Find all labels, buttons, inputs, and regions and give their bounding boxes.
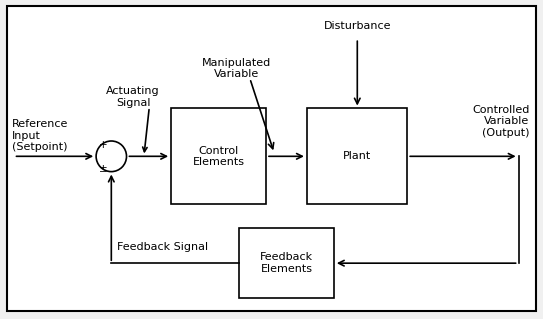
- Text: ±: ±: [99, 164, 108, 174]
- FancyBboxPatch shape: [307, 108, 407, 204]
- Ellipse shape: [96, 141, 127, 172]
- Text: Actuating
Signal: Actuating Signal: [106, 86, 160, 108]
- Text: Manipulated
Variable: Manipulated Variable: [201, 58, 271, 79]
- Text: Controlled
Variable
(Output): Controlled Variable (Output): [472, 105, 529, 138]
- Text: Disturbance: Disturbance: [324, 20, 391, 31]
- FancyBboxPatch shape: [171, 108, 266, 204]
- Text: Feedback
Elements: Feedback Elements: [260, 252, 313, 274]
- FancyBboxPatch shape: [7, 6, 536, 311]
- Text: Feedback Signal: Feedback Signal: [117, 242, 209, 252]
- FancyBboxPatch shape: [239, 228, 334, 298]
- Text: +: +: [99, 140, 108, 150]
- Text: Plant: Plant: [343, 151, 371, 161]
- Text: Reference
Input
(Setpoint): Reference Input (Setpoint): [12, 119, 68, 152]
- Text: Control
Elements: Control Elements: [193, 145, 244, 167]
